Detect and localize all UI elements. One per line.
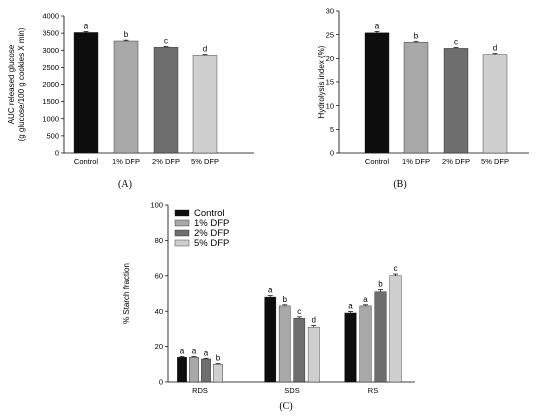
bar [443,48,469,154]
y-tick-label: 4000 [42,12,59,21]
bar [389,275,402,383]
y-tick-label: 1500 [42,97,59,106]
bar [113,40,139,154]
bar [153,46,179,154]
legend-swatch [174,219,190,227]
y-axis-label: Hydrolysis index (%) [317,45,326,118]
bar [192,55,218,154]
y-tick-label: 0 [55,149,59,158]
x-tick-label: SDS [284,386,299,395]
y-tick-label: 1000 [42,114,59,123]
y-tick-label: 20 [155,342,163,351]
y-tick-label: 0 [330,149,334,158]
y-tick-label: 3000 [42,46,59,55]
significance-label: c [297,307,301,316]
significance-label: a [204,348,209,357]
y-tick-label: 60 [155,271,163,280]
legend-swatch [174,239,190,247]
y-tick-label: 3500 [42,29,59,38]
bar [403,42,429,154]
x-tick-label: 1% DFP [112,157,140,166]
bar [293,318,306,383]
significance-label: a [84,21,89,30]
significance-label: a [348,302,353,311]
bar [264,296,277,383]
significance-label: a [180,346,185,355]
y-tick-label: 80 [155,236,163,245]
chart-2-axes: 0 20 40 60 80 100 % Starch fraction (C) [122,201,415,412]
y-tick-label: 500 [46,131,59,140]
bar [307,326,320,383]
bar [364,32,390,154]
legend-label: Control [194,208,225,219]
y-tick-label: 30 [326,7,334,16]
y-tick-label: 15 [326,78,334,87]
y-tick-label: 20 [326,54,334,63]
x-tick-label: RDS [192,386,208,395]
significance-label: b [378,280,383,289]
significance-label: d [203,45,207,54]
bar [213,364,223,383]
chart-0-axes: 0 500 1000 1500 2000 2500 3000 3500 4000 AUC rele… [7,12,254,190]
bar [278,305,291,383]
bar [344,312,357,383]
y-axis-label: % Starch fraction [122,263,131,324]
significance-label: b [124,30,129,39]
bar [177,357,187,383]
panel-label: (B) [393,179,406,190]
x-tick-label: 5% DFP [191,157,219,166]
significance-label: a [192,347,197,356]
y-axis-label-units: (g glucose/100 g cookies X min) [17,27,26,141]
x-tick-label: RS [368,386,378,395]
bar [482,54,508,154]
x-tick-label: Control [74,157,99,166]
legend-swatch [174,229,190,237]
y-tick-label: 100 [150,201,163,210]
significance-label: b [283,295,288,304]
significance-label: c [394,264,398,273]
x-tick-label: 2% DFP [152,157,180,166]
chart-1-bars: a Control b 1% DFP c 2% DFP d 5% DFP [364,21,509,166]
significance-label: d [493,44,497,53]
bar [374,291,387,383]
chart-0-bars: a Control b 1% DFP c 2% DFP d 5% DFP [73,21,219,166]
y-tick-label: 5 [330,125,334,134]
legend-swatch [174,209,190,217]
legend-label: 2% DFP [194,228,229,239]
significance-label: a [268,286,273,295]
panel-label: (A) [118,179,132,190]
y-axis-label: AUC released glucose [7,44,16,124]
significance-label: c [454,37,458,46]
y-tick-label: 2500 [42,63,59,72]
panel-label: (C) [279,401,292,412]
bar [73,32,99,154]
significance-label: c [164,36,168,45]
significance-label: a [375,21,380,30]
bar [359,305,372,383]
y-tick-label: 25 [326,30,334,39]
y-tick-label: 10 [326,101,334,110]
bar [189,357,199,383]
significance-label: a [363,295,368,304]
significance-label: b [414,31,419,40]
x-tick-label: 5% DFP [481,157,509,166]
y-tick-label: 40 [155,307,163,316]
significance-label: b [216,354,221,363]
x-tick-label: 1% DFP [402,157,430,166]
legend-label: 1% DFP [194,218,229,229]
y-tick-label: 0 [159,378,163,387]
x-tick-label: Control [365,157,390,166]
bar [201,358,211,383]
y-tick-label: 2000 [42,80,59,89]
legend-label: 5% DFP [194,238,229,249]
x-tick-label: 2% DFP [442,157,470,166]
significance-label: d [312,316,316,325]
